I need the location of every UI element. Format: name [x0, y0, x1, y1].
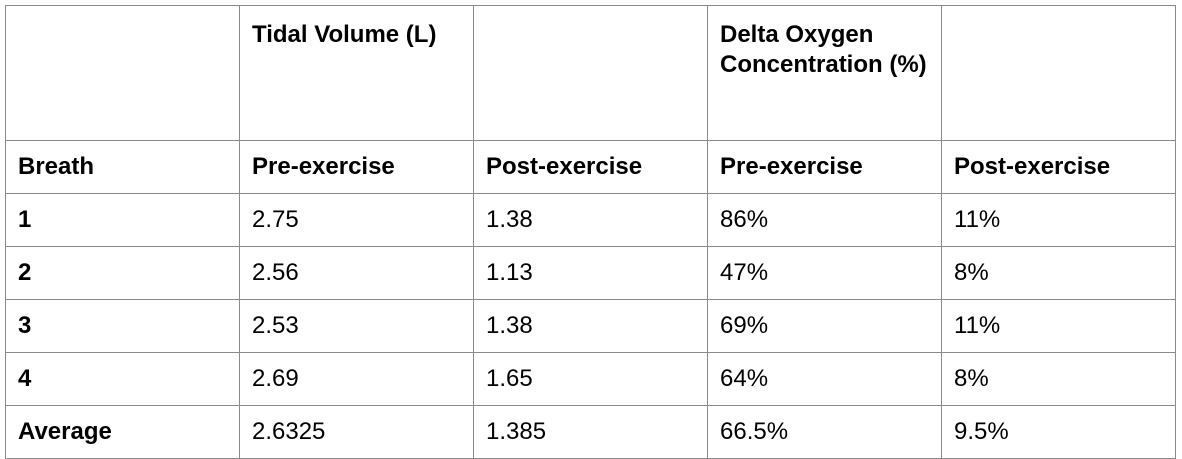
- header-cell-empty: [941, 5, 1176, 141]
- table-cell: 1.13: [473, 246, 708, 300]
- header-cell-empty: [5, 5, 240, 141]
- column-header-o2-post: Post-exercise: [941, 140, 1176, 194]
- table-cell: 69%: [707, 299, 942, 353]
- table-cell: 64%: [707, 352, 942, 406]
- data-table: Tidal Volume (L) Delta Oxygen Concentrat…: [5, 5, 1176, 459]
- table-cell: 11%: [941, 299, 1176, 353]
- table-cell: 1.38: [473, 299, 708, 353]
- table-cell: 86%: [707, 193, 942, 247]
- column-header-tv-post: Post-exercise: [473, 140, 708, 194]
- table-cell: 47%: [707, 246, 942, 300]
- header-cell-empty: [473, 5, 708, 141]
- row-label-cell: Average: [5, 405, 240, 459]
- table-row-average: Average 2.6325 1.385 66.5% 9.5%: [5, 405, 1176, 459]
- table-cell: 9.5%: [941, 405, 1176, 459]
- table-row: 1 2.75 1.38 86% 11%: [5, 193, 1176, 247]
- table-cell: 1.38: [473, 193, 708, 247]
- row-label-cell: 2: [5, 246, 240, 300]
- table-row: 4 2.69 1.65 64% 8%: [5, 352, 1176, 406]
- column-header-breath: Breath: [5, 140, 240, 194]
- header-cell-delta-oxygen: Delta Oxygen Concentration (%): [707, 5, 942, 141]
- table-cell: 1.65: [473, 352, 708, 406]
- column-header-row: Breath Pre-exercise Post-exercise Pre-ex…: [5, 140, 1176, 194]
- table-cell: 2.75: [239, 193, 474, 247]
- column-header-tv-pre: Pre-exercise: [239, 140, 474, 194]
- header-cell-tidal-volume: Tidal Volume (L): [239, 5, 474, 141]
- table-cell: 2.6325: [239, 405, 474, 459]
- table-row: 2 2.56 1.13 47% 8%: [5, 246, 1176, 300]
- table-cell: 2.56: [239, 246, 474, 300]
- table-cell: 2.69: [239, 352, 474, 406]
- row-label-cell: 1: [5, 193, 240, 247]
- table-cell: 1.385: [473, 405, 708, 459]
- group-header-row: Tidal Volume (L) Delta Oxygen Concentrat…: [5, 5, 1176, 141]
- row-label-cell: 3: [5, 299, 240, 353]
- table-cell: 8%: [941, 352, 1176, 406]
- table-cell: 66.5%: [707, 405, 942, 459]
- table-cell: 8%: [941, 246, 1176, 300]
- column-header-o2-pre: Pre-exercise: [707, 140, 942, 194]
- row-label-cell: 4: [5, 352, 240, 406]
- table-cell: 11%: [941, 193, 1176, 247]
- table-cell: 2.53: [239, 299, 474, 353]
- table-row: 3 2.53 1.38 69% 11%: [5, 299, 1176, 353]
